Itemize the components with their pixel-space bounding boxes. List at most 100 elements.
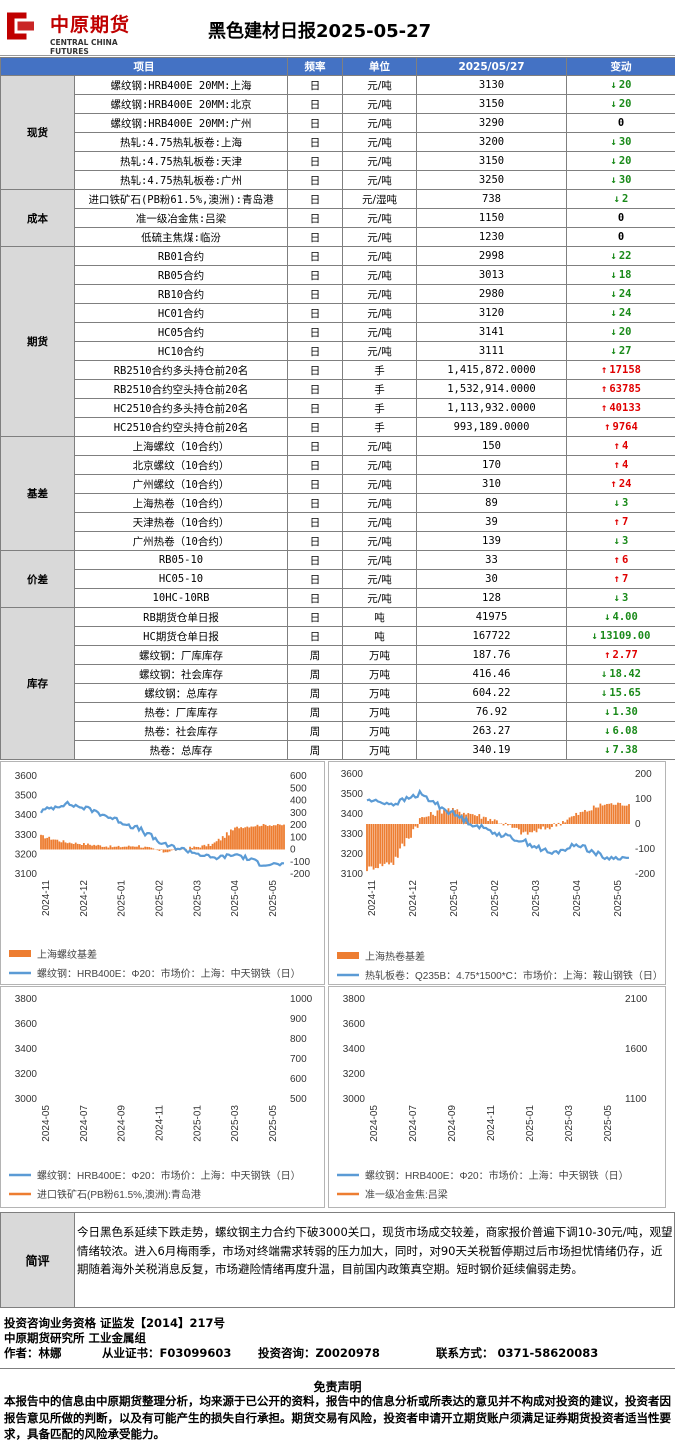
change-value: 4: [622, 459, 629, 471]
basis-bar: [197, 846, 200, 850]
basis-bar: [599, 803, 602, 824]
y-left-tick-label: 3200: [341, 849, 364, 860]
basis-bar: [429, 812, 432, 824]
y-right-tick-label: -100: [635, 844, 655, 855]
unit-cell: 万吨: [342, 721, 417, 741]
unit-cell: 元/吨: [342, 341, 417, 361]
basis-bar: [123, 846, 126, 850]
basis-bar: [608, 803, 611, 824]
table-row: HC10合约日元/吨 3111 ↓ 27: [1, 341, 675, 361]
basis-bar: [612, 804, 615, 824]
freq-cell: 周: [287, 721, 343, 741]
y-left-tick-label: 3500: [341, 789, 364, 800]
x-tick-label: 2024-12: [408, 880, 419, 917]
basis-bar: [281, 825, 283, 850]
basis-bar: [619, 802, 622, 824]
header-change: 变动: [566, 57, 675, 76]
item-cell: 螺纹钢：厂库库存: [74, 645, 288, 665]
basis-bar: [211, 843, 214, 850]
basis-bar: [260, 825, 263, 850]
unit-cell: 元/吨: [342, 208, 417, 228]
basis-bar: [268, 825, 271, 850]
y-left-tick-label: 3200: [343, 1069, 366, 1080]
basis-bar: [91, 845, 93, 850]
arrow-up-icon: ↑: [613, 516, 620, 528]
y-left-tick-label: 3600: [15, 771, 38, 782]
basis-bar: [246, 826, 249, 850]
basis-bar: [230, 829, 232, 850]
basis-bar: [509, 824, 512, 825]
unit-cell: 元/吨: [342, 550, 417, 570]
change-value: 27: [618, 345, 632, 357]
change-value: 0: [617, 117, 625, 129]
x-tick-label: 2025-05: [603, 1105, 614, 1142]
change-cell: ↑ 7: [566, 569, 675, 589]
x-tick-label: 2024-05: [41, 1105, 52, 1142]
table-header-row: 项目 频率 单位 2025/05/27 变动: [0, 57, 675, 76]
change-value: 40133: [609, 402, 641, 414]
change-value: 18.42: [609, 668, 641, 680]
change-value: 20: [618, 155, 632, 167]
freq-cell: 日: [287, 75, 343, 95]
unit-cell: 万吨: [342, 740, 417, 760]
basis-bar: [443, 810, 445, 824]
arrow-up-icon: ↑: [604, 649, 611, 661]
basis-bar: [95, 845, 98, 850]
value-cell: 340.19: [416, 740, 567, 760]
basis-bar: [140, 847, 142, 850]
basis-bar: [191, 847, 194, 850]
arrow-up-icon: ↑: [601, 364, 608, 376]
basis-bar: [203, 844, 206, 850]
y-right-tick-label: 400: [290, 796, 307, 807]
y-left-tick-label: 3400: [15, 1044, 38, 1055]
x-tick-label: 2025-02: [490, 880, 501, 917]
basis-bar: [254, 826, 257, 850]
x-tick-label: 2025-02: [155, 880, 166, 917]
category-cell: 期货: [0, 246, 75, 437]
change-value: 63785: [609, 383, 641, 395]
item-cell: 螺纹钢:HRB400E 20MM:广州: [74, 113, 288, 133]
y-left-tick-label: 3600: [343, 1019, 366, 1030]
basis-bar: [436, 810, 439, 824]
basis-bar: [121, 846, 124, 850]
unit-cell: 元/吨: [342, 227, 417, 247]
item-cell: 10HC-10RB: [74, 588, 288, 608]
basis-bar: [99, 845, 102, 850]
footer-institute: 中原期货研究所 工业金属组: [4, 1331, 147, 1345]
change-cell: 0: [566, 227, 675, 247]
table-row: HC2510合约多头持仓前20名日手 1,113,932.0000 ↑ 40133: [1, 398, 675, 418]
basis-bar: [115, 846, 118, 850]
basis-bar: [205, 846, 208, 850]
freq-cell: 日: [287, 341, 343, 361]
unit-cell: 元/湿吨: [342, 189, 417, 209]
basis-bar: [164, 849, 167, 853]
item-cell: HC01合约: [74, 303, 288, 323]
category-cell: 库存: [0, 607, 75, 760]
change-value: 2.77: [612, 649, 638, 661]
basis-bar: [366, 824, 368, 872]
item-cell: 热轧:4.75热轧板卷:天津: [74, 151, 288, 171]
basis-bar: [423, 817, 426, 824]
value-cell: 3111: [416, 341, 567, 361]
value-cell: 416.46: [416, 664, 567, 684]
basis-bar: [142, 847, 145, 850]
unit-cell: 手: [342, 379, 417, 399]
arrow-up-icon: ↑: [604, 421, 611, 433]
item-cell: HC05合约: [74, 322, 288, 342]
arrow-down-icon: ↓: [610, 79, 617, 91]
basis-bar: [74, 842, 77, 850]
table-row: 螺纹钢：厂库库存周万吨 187.76 ↑ 2.77: [1, 645, 675, 665]
change-cell: ↓ 30: [566, 132, 675, 152]
basis-bar: [40, 834, 42, 850]
comment-section: 简评 今日黑色系延续下跌走势，螺纹钢主力合约下破3000关口，现货市场成交较差，…: [0, 1212, 675, 1308]
freq-cell: 日: [287, 569, 343, 589]
freq-cell: 日: [287, 151, 343, 171]
basis-bar: [473, 815, 476, 824]
x-tick-label: 2025-05: [268, 1105, 279, 1142]
basis-bar: [427, 816, 430, 824]
unit-cell: 元/吨: [342, 75, 417, 95]
y-left-tick-label: 3500: [15, 791, 38, 802]
footer-contact: 联系方式： 0371-58620083: [436, 1346, 599, 1360]
item-cell: 热卷：总库存: [74, 740, 288, 760]
value-cell: 30: [416, 569, 567, 589]
